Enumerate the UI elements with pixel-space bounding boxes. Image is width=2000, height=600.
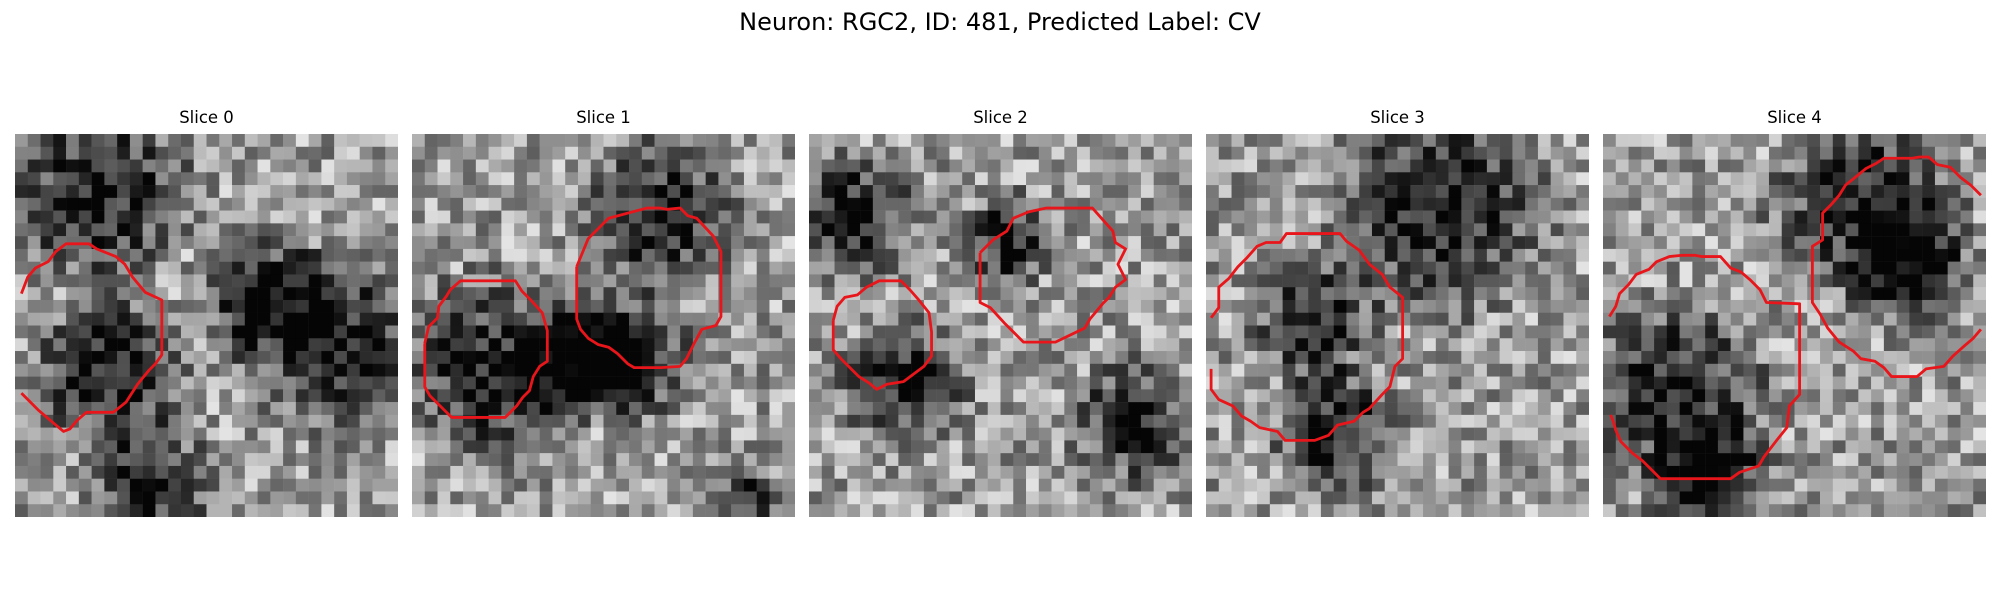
slice-image-1 — [412, 134, 795, 517]
pixel-grid-1 — [412, 134, 795, 517]
cell-contour — [1810, 155, 1982, 378]
figure-title: Neuron: RGC2, ID: 481, Predicted Label: … — [739, 8, 1261, 36]
slice-image-4 — [1603, 134, 1986, 517]
pixel-grid-2 — [809, 134, 1192, 517]
cell-contour — [575, 206, 723, 370]
pixel-grid-0 — [15, 134, 398, 517]
slice-image-3 — [1206, 134, 1589, 517]
slice-title-1: Slice 1 — [576, 108, 631, 127]
cell-contour — [423, 279, 549, 419]
pixel-grid-4 — [1603, 134, 1986, 517]
slice-image-0 — [15, 134, 398, 517]
slice-title-2: Slice 2 — [973, 108, 1028, 127]
cell-contour — [1209, 232, 1405, 442]
cell-contour — [831, 279, 933, 391]
cell-contour — [978, 206, 1128, 344]
slice-title-4: Slice 4 — [1767, 108, 1822, 127]
cell-contour — [1608, 253, 1802, 481]
pixel-grid-3 — [1206, 134, 1589, 517]
slice-title-0: Slice 0 — [179, 108, 234, 127]
slice-image-2 — [809, 134, 1192, 517]
cell-contour — [20, 242, 164, 433]
slice-title-3: Slice 3 — [1370, 108, 1425, 127]
